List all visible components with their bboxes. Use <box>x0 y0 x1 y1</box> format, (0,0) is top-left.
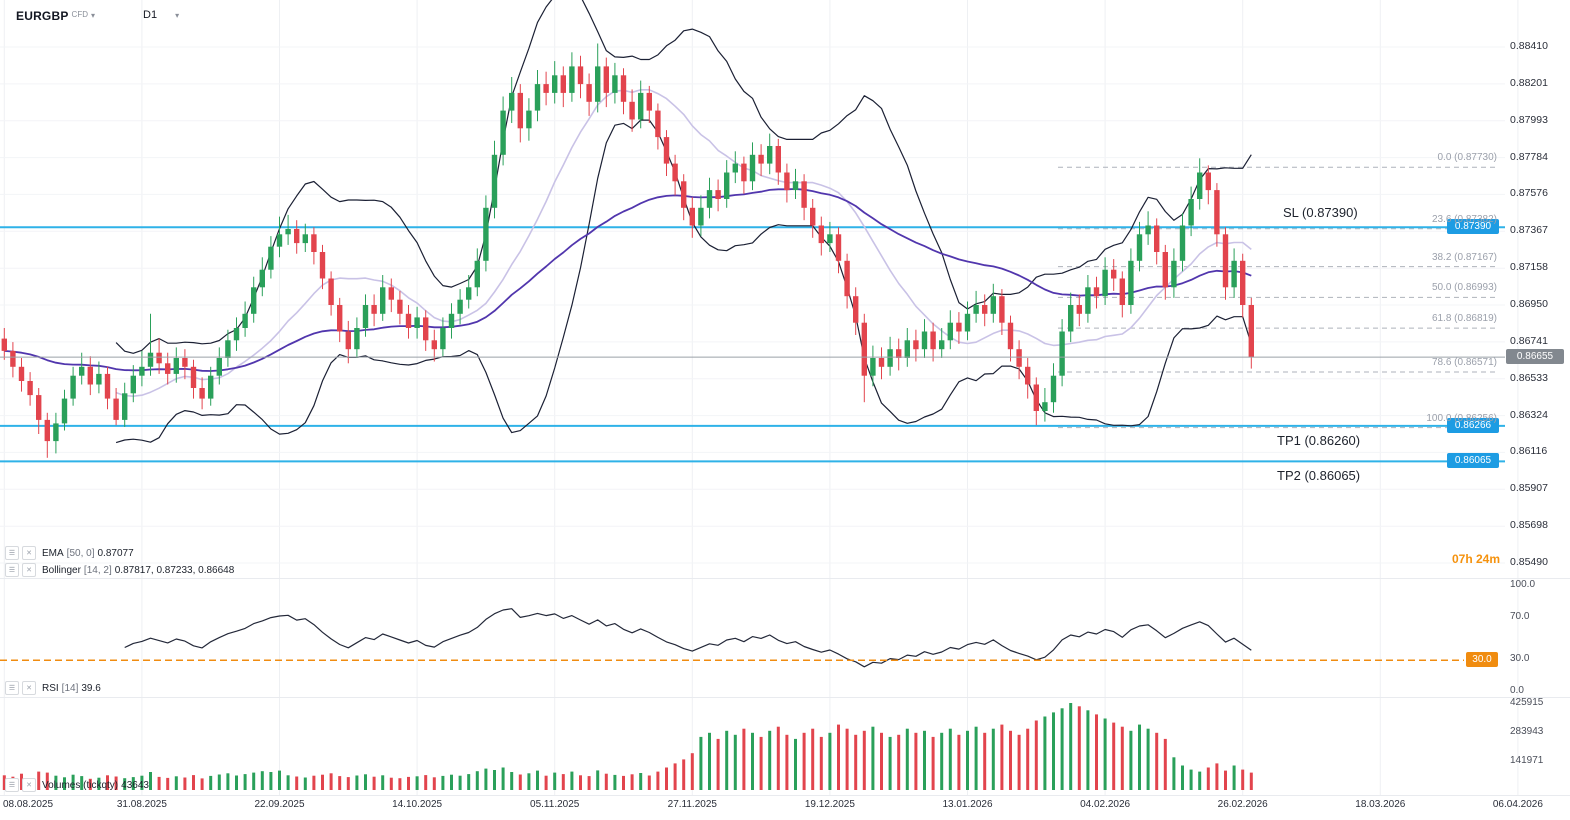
bollinger-params: [14, 2] <box>83 564 112 576</box>
symbol-dropdown-caret-icon: ▾ <box>91 11 96 20</box>
bollinger-remove-icon[interactable]: ✕ <box>22 563 36 577</box>
bollinger-settings-icon[interactable]: ☰ <box>5 563 19 577</box>
ema-indicator-legend: ☰ ✕ EMA [50, 0] 0.87077 <box>5 546 134 560</box>
grid-layer <box>0 0 1570 796</box>
ema-params: [50, 0] <box>66 547 95 559</box>
candle-countdown-timer: 07h 24m <box>1451 552 1500 566</box>
bollinger-upper-band <box>115 0 1252 354</box>
volume-bars-layer <box>2 703 1253 790</box>
ema-remove-icon[interactable]: ✕ <box>22 546 36 560</box>
volumes-value: 43643 <box>121 779 149 791</box>
rsi-indicator-legend: ☰ ✕ RSI [14] 39.6 <box>5 681 101 695</box>
bollinger-middle-band <box>115 89 1252 397</box>
bollinger-bands <box>115 0 1252 444</box>
instrument-type-label: CFD <box>71 10 88 19</box>
timeframe-selector[interactable]: D1 ▾ <box>143 9 179 21</box>
rsi-name: RSI <box>42 682 59 694</box>
bollinger-lower-band <box>115 119 1252 444</box>
rsi-remove-icon[interactable]: ✕ <box>22 681 36 695</box>
volumes-indicator-legend: ☰ ✕ Volumes (tickqty) 43643 <box>5 778 149 792</box>
rsi-settings-icon[interactable]: ☰ <box>5 681 19 695</box>
trade-level-lines[interactable] <box>0 226 1505 463</box>
ema-settings-icon[interactable]: ☰ <box>5 546 19 560</box>
timeframe-label: D1 <box>143 9 158 21</box>
ema-value: 0.87077 <box>97 547 134 559</box>
rsi-value: 39.6 <box>81 682 101 694</box>
candles-layer <box>1 43 1254 458</box>
symbol-name: EURGBP <box>16 9 69 23</box>
symbol-selector[interactable]: EURGBP CFD ▾ <box>16 9 95 23</box>
bollinger-name: Bollinger <box>42 564 81 576</box>
ema-name: EMA <box>42 547 64 559</box>
rsi-line <box>124 608 1252 668</box>
volumes-settings-icon[interactable]: ☰ <box>5 778 19 792</box>
timeframe-dropdown-caret-icon: ▾ <box>175 11 180 20</box>
volumes-name: Volumes (tickqty) <box>42 779 119 791</box>
rsi-params: [14] <box>61 682 79 694</box>
volumes-remove-icon[interactable]: ✕ <box>22 778 36 792</box>
chart-header: EURGBP CFD ▾ D1 ▾ <box>16 9 179 23</box>
ema50-line <box>4 188 1252 372</box>
bollinger-values: 0.87817, 0.87233, 0.86648 <box>114 564 235 576</box>
bollinger-indicator-legend: ☰ ✕ Bollinger [14, 2] 0.87817, 0.87233, … <box>5 563 234 577</box>
